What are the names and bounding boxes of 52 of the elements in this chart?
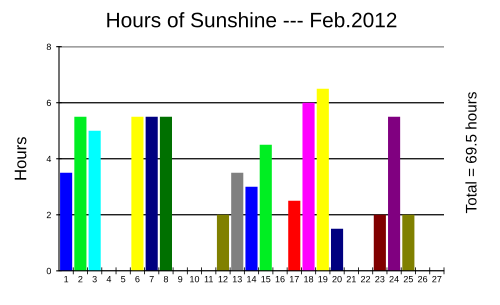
x-tick-label: 9	[178, 276, 182, 282]
chart-title: Hours of Sunshine --- Feb.2012	[107, 12, 396, 28]
x-tick-label: 5	[121, 276, 126, 282]
x-tick-label: 6	[135, 276, 140, 282]
bar	[216, 214, 230, 271]
y-axis-title: Hours	[14, 137, 26, 180]
y-tick-label: 8	[46, 44, 51, 50]
bar	[60, 172, 72, 271]
x-tick-label: 7	[150, 276, 154, 282]
y-tick-label: 6	[46, 100, 51, 106]
bar	[374, 214, 386, 271]
x-tick-label: 18	[304, 276, 314, 282]
x-tick-label: 19	[318, 276, 328, 282]
x-tick-label: 13	[232, 276, 242, 282]
x-tick-label: 10	[190, 276, 200, 282]
x-tick-label: 14	[247, 276, 256, 282]
bar	[260, 144, 272, 271]
bar	[330, 228, 344, 271]
x-tick-label: 21	[346, 276, 356, 282]
bar	[88, 130, 101, 271]
y-tick-label: 2	[46, 212, 51, 218]
x-tick-label: 22	[361, 276, 370, 282]
x-tick-label: 12	[218, 276, 228, 282]
x-tick-label: 27	[432, 276, 442, 282]
x-tick-label: 3	[92, 276, 97, 282]
x-tick-label: 26	[418, 276, 428, 282]
x-tick-label: 2	[78, 276, 82, 282]
bar	[231, 172, 244, 271]
x-tick-label: 15	[261, 276, 270, 282]
bar	[160, 116, 172, 271]
bar	[74, 116, 86, 271]
text: Total = 69.5 hours	[465, 92, 477, 214]
bar	[316, 88, 329, 271]
bar	[146, 116, 158, 271]
x-tick-label: 4	[106, 276, 112, 282]
bar	[388, 116, 400, 271]
y-tick-label: 0	[46, 268, 52, 274]
x-tick-label: 17	[290, 276, 299, 282]
x-tick-label: 25	[404, 276, 413, 282]
x-tick-label: 20	[332, 276, 342, 282]
bar	[245, 186, 258, 271]
x-tick-label: 8	[164, 276, 168, 282]
x-tick-label: 23	[375, 276, 384, 282]
bar	[131, 116, 144, 271]
x-tick-label: 1	[64, 276, 68, 282]
x-tick-label: 24	[390, 276, 399, 282]
bar	[302, 102, 315, 271]
y-tick-label: 4	[46, 156, 52, 162]
x-tick-label: 16	[276, 276, 285, 282]
x-tick-label: 11	[204, 276, 213, 282]
bar	[402, 214, 414, 271]
bar	[288, 200, 300, 271]
